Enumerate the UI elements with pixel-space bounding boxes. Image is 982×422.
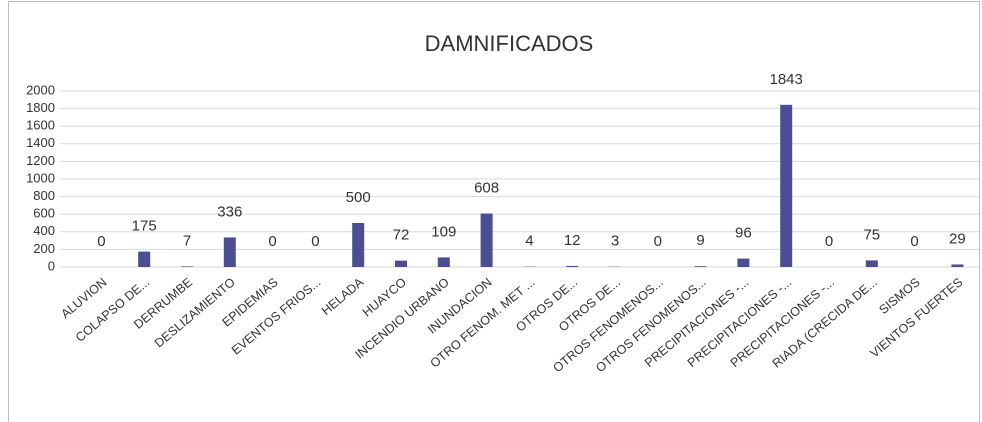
data-label: 4: [525, 233, 533, 250]
data-label: 0: [268, 233, 276, 250]
chart-frame: [8, 1, 980, 422]
bar: [395, 260, 407, 267]
x-tick-label: COLAPSO DE...: [73, 275, 152, 345]
y-tick-label: 1400: [26, 135, 55, 150]
y-tick-label: 0: [48, 258, 55, 273]
bar: [437, 257, 450, 267]
data-label: 9: [696, 232, 704, 249]
data-label: 7: [183, 232, 191, 249]
y-tick-label: 800: [33, 188, 55, 203]
data-label: 608: [474, 179, 499, 196]
data-label: 0: [910, 233, 918, 250]
bar: [566, 265, 579, 267]
data-label: 96: [735, 225, 752, 242]
data-label: 0: [97, 233, 105, 250]
bar: [694, 266, 707, 267]
bar: [865, 260, 878, 267]
y-tick-label: 1200: [26, 153, 55, 168]
y-tick-label: 600: [33, 206, 55, 221]
data-label: 3: [611, 233, 619, 250]
x-tick-label: DESLIZAMIENTO: [152, 275, 238, 350]
bar: [352, 223, 365, 267]
data-label: 72: [393, 227, 410, 244]
y-tick-label: 1000: [26, 170, 55, 185]
data-label: 0: [654, 233, 662, 250]
y-tick-label: 400: [33, 223, 55, 238]
bar: [181, 266, 193, 267]
bar: [480, 213, 493, 267]
data-label: 0: [825, 233, 833, 250]
bar: [951, 264, 964, 267]
x-tick-label: HELADA: [319, 275, 367, 318]
data-label: 109: [431, 223, 456, 240]
data-label: 500: [346, 189, 371, 206]
chart-title: DAMNIFICADOS: [425, 31, 594, 56]
bar: [737, 258, 750, 267]
y-tick-label: 1800: [26, 100, 55, 115]
y-tick-label: 2000: [26, 82, 55, 97]
data-label: 29: [949, 230, 966, 247]
bar: [138, 251, 151, 267]
data-label: 75: [863, 226, 880, 243]
data-label: 336: [217, 203, 242, 220]
y-tick-label: 200: [33, 241, 55, 256]
data-label: 1843: [770, 71, 803, 88]
bar: [223, 237, 236, 267]
bar: [780, 104, 793, 267]
y-tick-label: 1600: [26, 118, 55, 133]
data-label: 12: [564, 232, 581, 249]
data-label: 175: [132, 218, 157, 235]
data-label: 0: [311, 233, 319, 250]
